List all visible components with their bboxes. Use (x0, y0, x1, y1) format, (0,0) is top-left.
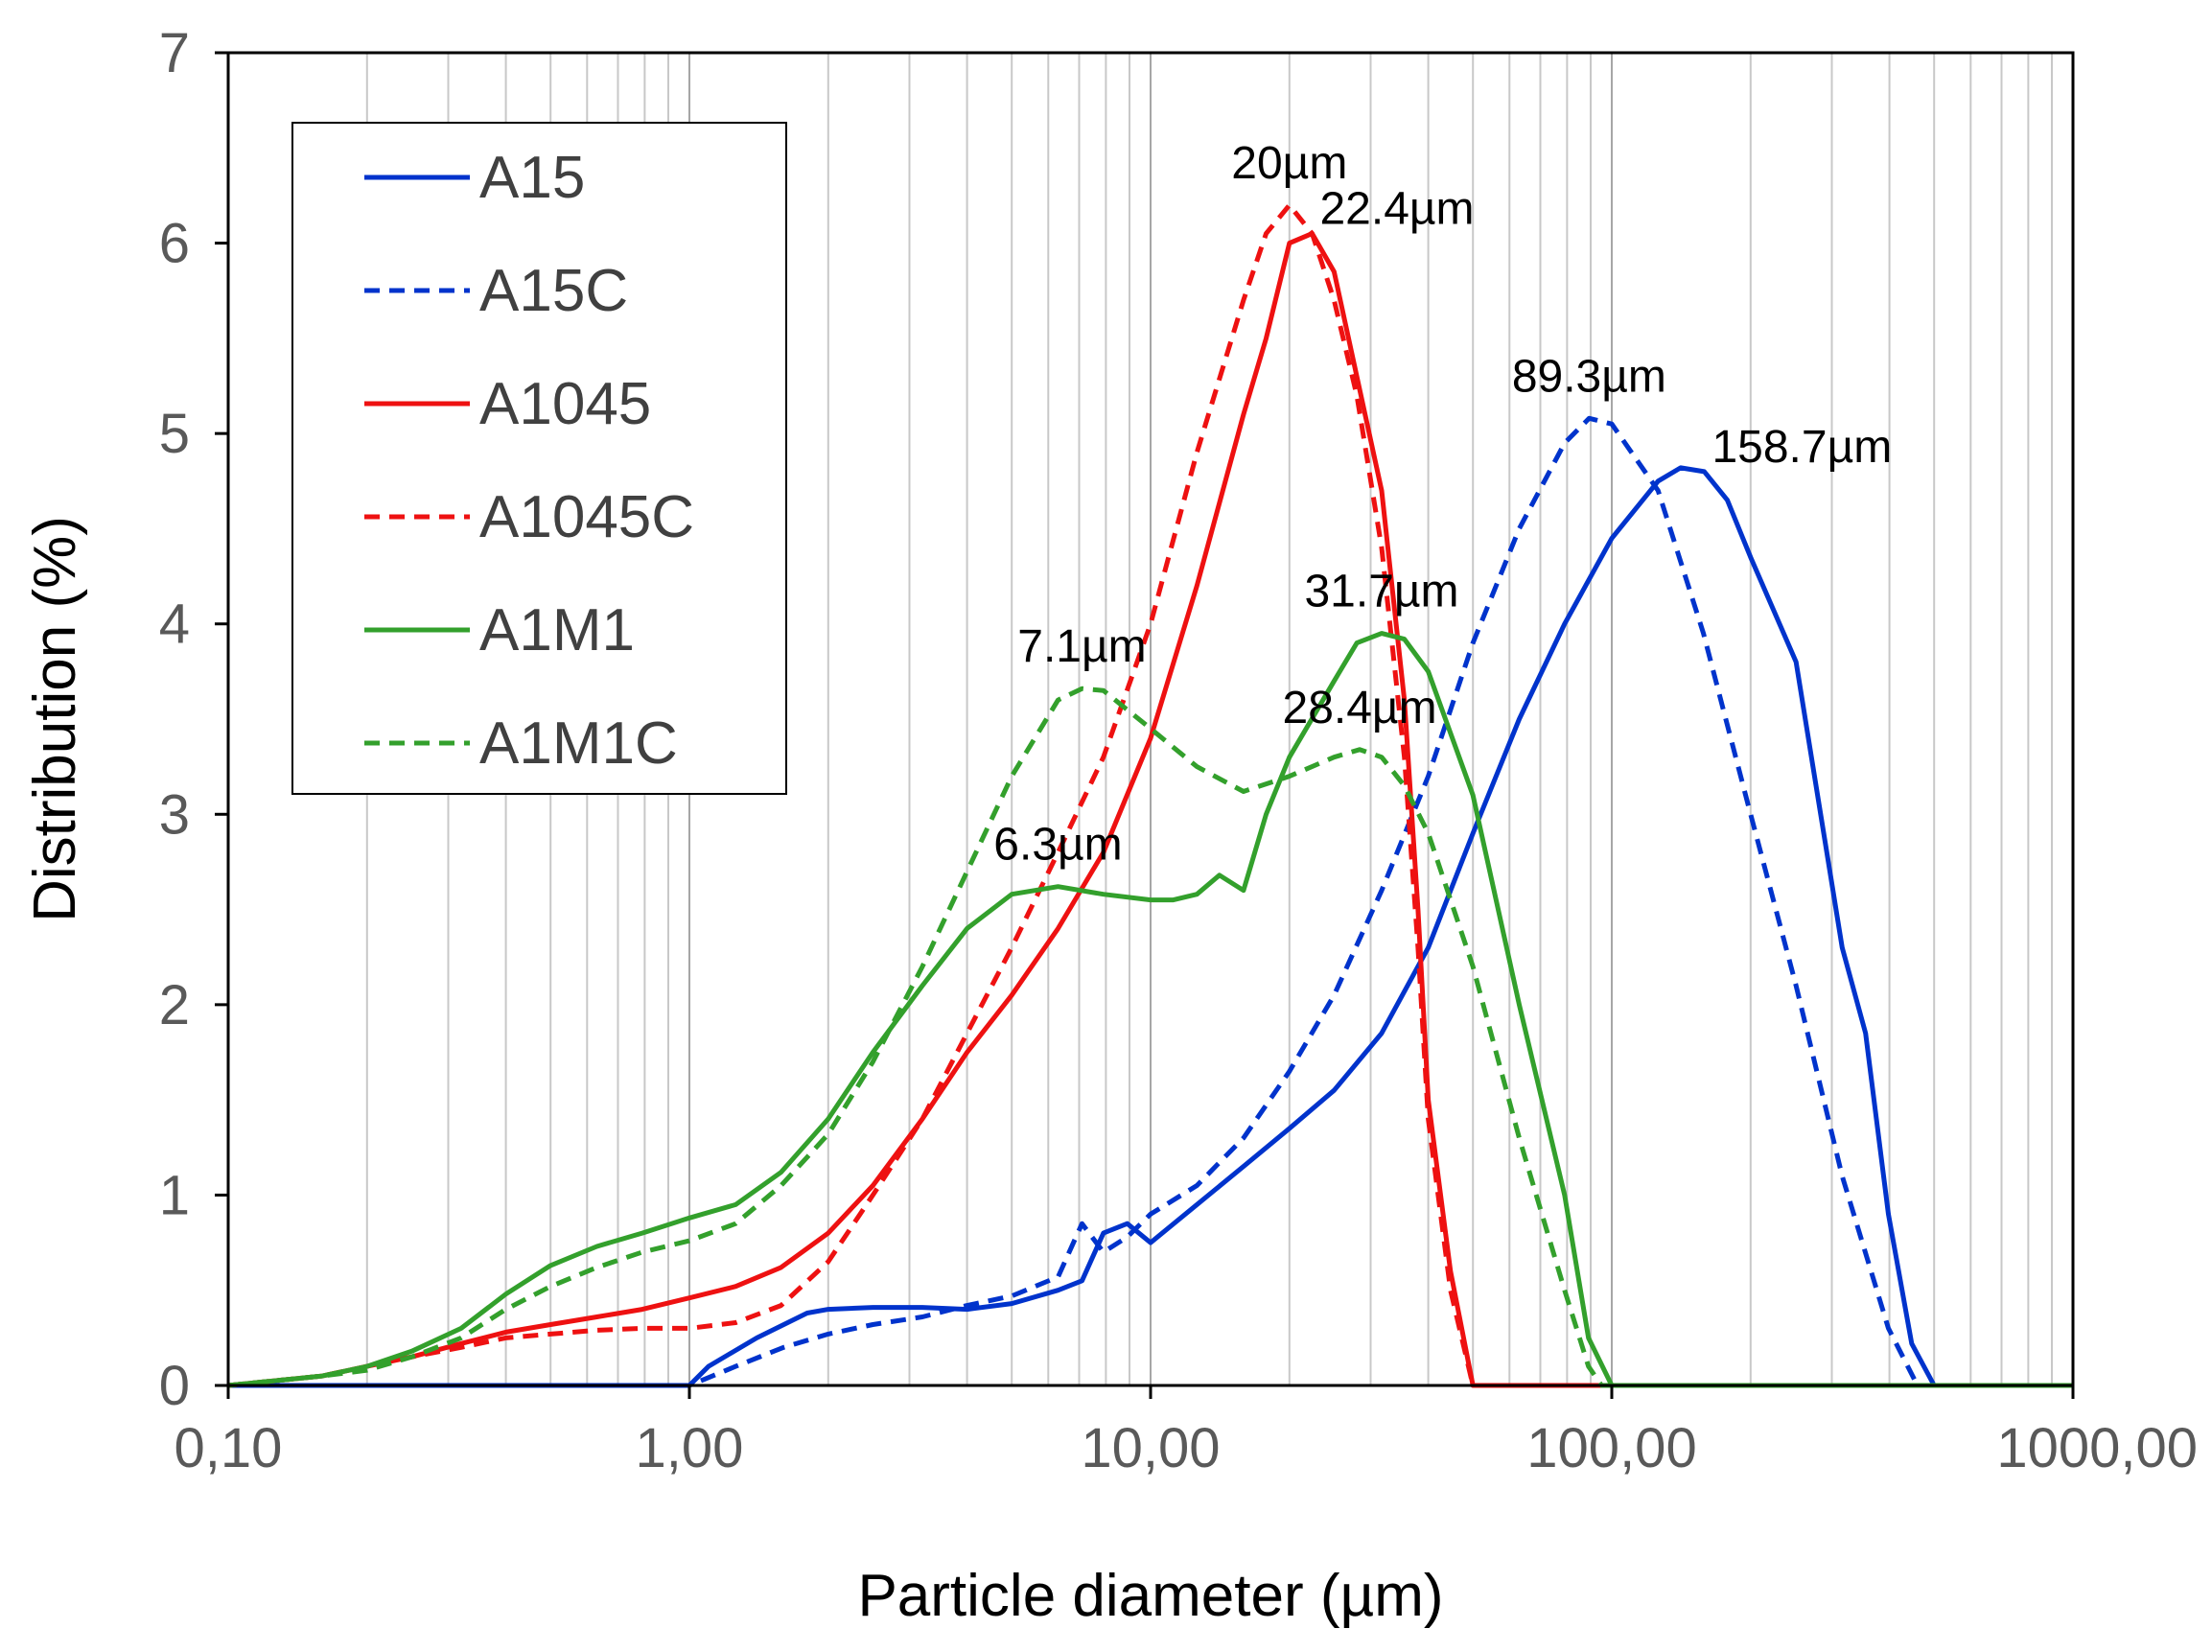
series-line-a1m1 (227, 631, 2073, 1388)
peak-label: 22.4µm (1319, 184, 1474, 235)
peak-label: 158.7µm (1711, 422, 1892, 473)
legend-label: A1M1 (479, 597, 635, 663)
series-line-a15 (228, 465, 2073, 1388)
legend-box (291, 122, 787, 795)
x-axis-title: Particle diameter (µm) (857, 1563, 1443, 1629)
y-tick-label: 4 (159, 593, 190, 656)
y-axis-title: Distribution (%) (22, 516, 88, 922)
x-tick-label: 100,00 (1526, 1417, 1696, 1479)
series-line-a15c (228, 415, 2073, 1388)
legend: A15 A15C A1045 A1045C A1M1 A1M1C (291, 122, 787, 795)
x-tick-label: 10,00 (1081, 1417, 1220, 1479)
peak-label: 20µm (1231, 138, 1347, 189)
y-tick-label: 3 (159, 783, 190, 846)
x-tick-label: 1000,00 (1996, 1417, 2198, 1479)
y-tick-label: 5 (159, 403, 190, 465)
peak-label: 28.4µm (1283, 683, 1437, 733)
legend-label: A1M1C (479, 710, 678, 777)
series-lines (227, 202, 2073, 1388)
y-tick-label: 6 (159, 213, 190, 275)
series-line-a1m1c (227, 686, 2073, 1388)
peak-label: 6.3µm (993, 820, 1122, 871)
axes (215, 51, 2075, 1399)
series-line-a1045 (227, 231, 2073, 1388)
y-tick-label: 0 (159, 1355, 190, 1417)
series-line-a1045c (227, 202, 2073, 1388)
peak-label: 31.7µm (1304, 567, 1458, 617)
peak-label: 89.3µm (1512, 351, 1666, 402)
legend-label: A1045 (479, 371, 651, 437)
legend-label: A15C (479, 258, 628, 324)
y-tick-label: 1 (159, 1164, 190, 1226)
legend-label: A15 (479, 145, 585, 211)
x-tick-label: 0,10 (175, 1417, 283, 1479)
y-tick-label: 2 (159, 974, 190, 1036)
y-tick-label: 7 (159, 22, 190, 84)
peak-label: 7.1µm (1017, 621, 1146, 672)
x-tick-label: 1,00 (636, 1417, 744, 1479)
legend-label: A1045C (479, 484, 694, 550)
tick-labels: 0 1 2 3 4 5 6 7 0,10 1,00 10,00 100,00 1000,00 (159, 22, 2198, 1479)
